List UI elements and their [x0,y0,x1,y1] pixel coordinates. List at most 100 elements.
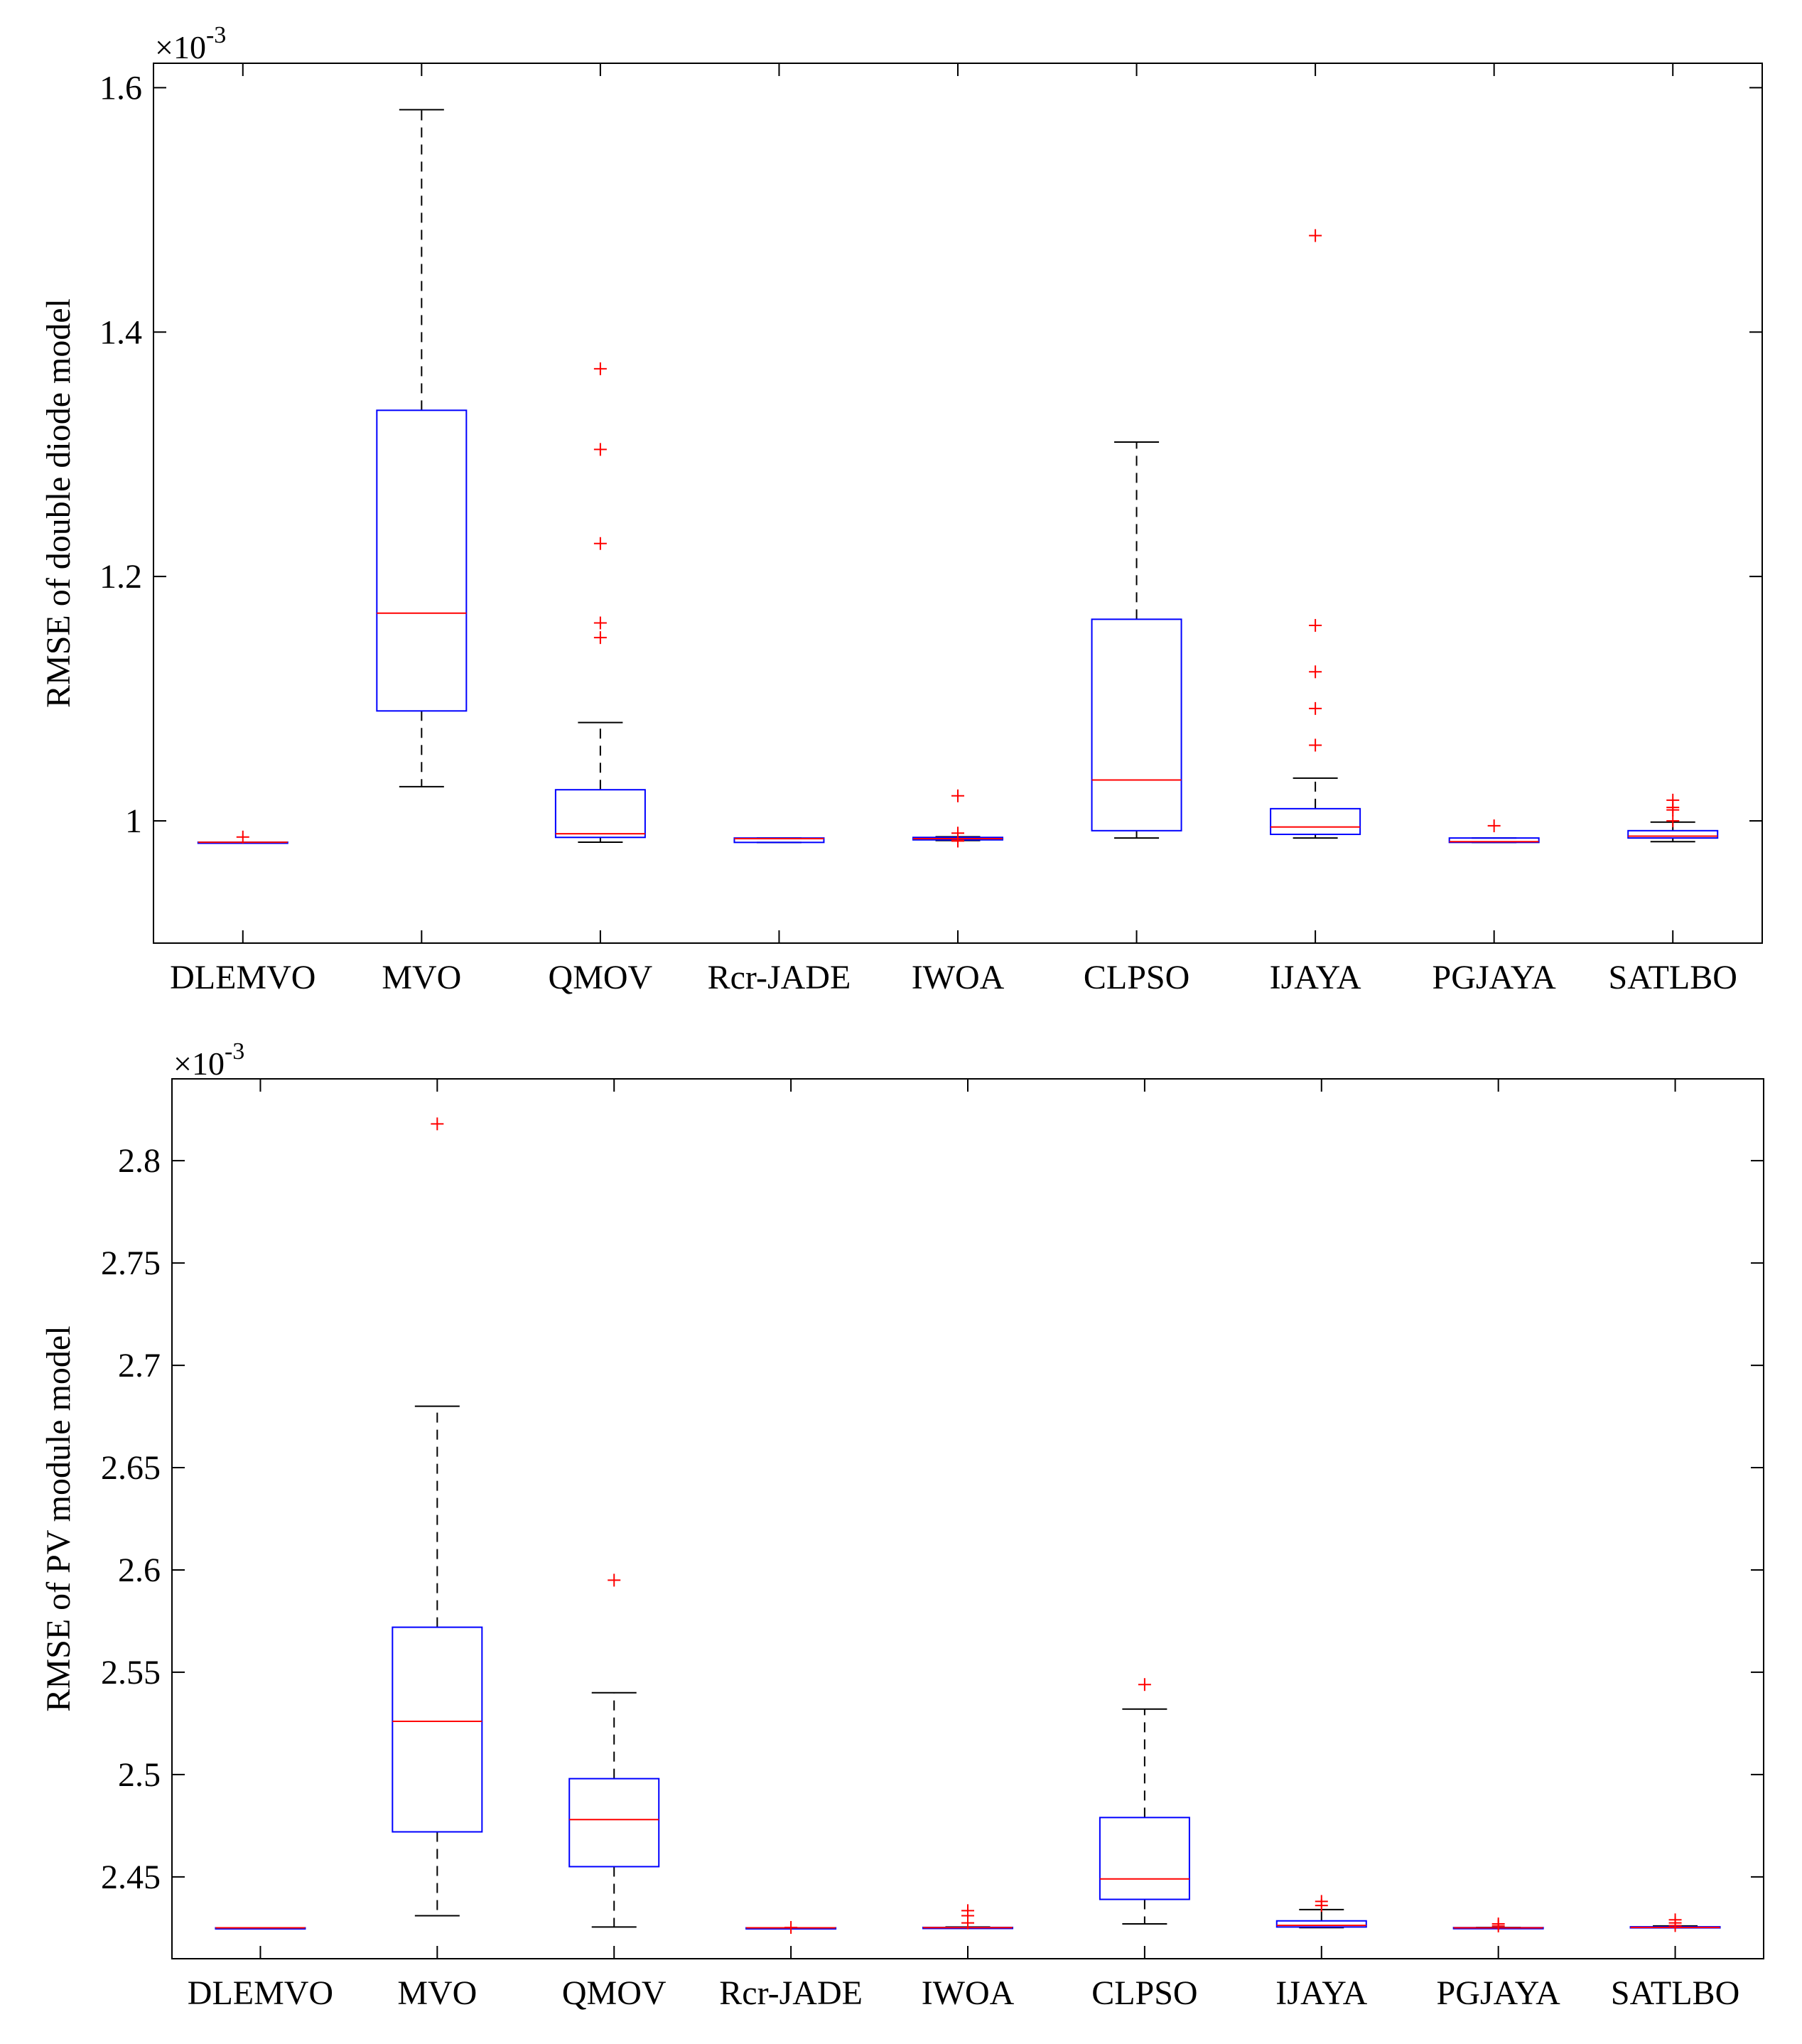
x-category-label: IWOA [922,1974,1015,2012]
y-tick-label: 2.8 [118,1142,161,1180]
outlier-point [1309,701,1322,715]
y-tick-label: 2.6 [118,1551,161,1589]
y-axis-ticks: 2.45 2.5 2.55 2.6 2.65 2.7 2.75 2.8 [101,1142,1764,1896]
iqr-box [1275,1920,1367,1928]
iqr-box [1270,807,1361,835]
y-tick-label: 2.7 [118,1347,161,1384]
y-tick-label: 2.55 [101,1654,161,1691]
box-clpso [1099,1678,1190,1925]
x-category-label: Rcr-JADE [708,959,851,996]
outlier-point [431,1117,444,1131]
x-category-label: Rcr-JADE [719,1974,863,2012]
x-category-label: QMOV [549,959,653,996]
outlier-point [1138,1678,1151,1691]
outlier-point [1315,1899,1328,1913]
x-category-label: MVO [382,959,461,996]
box-pgjaya [1448,819,1540,844]
outlier-point [236,830,249,844]
x-category-label: IJAYA [1275,1974,1367,2012]
outlier-point [1309,665,1322,679]
outlier-point [593,616,607,630]
box-rcr-jade [733,837,825,844]
x-category-label: SATLBO [1609,959,1737,996]
x-category-label: CLPSO [1084,959,1189,996]
box-series [197,109,1719,848]
box-dlemvo [215,1927,306,1930]
y-tick-label: 1.2 [99,558,142,596]
outlier-point [593,537,607,550]
x-category-label: IWOA [912,959,1005,996]
outlier-point [593,443,607,456]
exponent-base: ×10 [173,1045,225,1082]
box-qmov [554,362,646,843]
box-iwoa [912,789,1003,848]
exponent-power: -3 [225,1038,244,1065]
outlier-point [1309,229,1322,242]
outlier-point [593,362,607,375]
exponent-power: -3 [206,22,226,48]
box-pgjaya [1452,1917,1544,1932]
plot-area-frame [171,1078,1764,1959]
box-iwoa [922,1904,1013,1930]
y-tick-label: 2.65 [101,1449,161,1487]
x-category-label: PGJAYA [1433,959,1557,996]
box-dlemvo [197,830,288,844]
iqr-box [1091,618,1182,832]
box-series [215,1117,1721,1934]
y-tick-label: 2.45 [101,1859,161,1896]
y-exponent-label: ×10-3 [155,22,226,65]
outlier-point [1309,738,1322,752]
x-category-label: DLEMVO [188,1974,333,2012]
outlier-point [1668,1919,1682,1932]
double-diode-boxplot: 1 1.2 1.4 1.6 DLEMVO MVO QMOV Rcr-JADE IWOA CLPS… [40,22,1763,996]
exponent-base: ×10 [155,29,206,65]
y-axis-title: RMSE of double diode model [40,298,77,708]
box-satlbo [1629,1913,1721,1932]
y-tick-label: 1.4 [99,313,142,351]
x-category-label: QMOV [562,1974,667,2012]
outlier-point [961,1916,974,1930]
iqr-box [1099,1817,1190,1900]
box-qmov [568,1574,660,1928]
iqr-box [1448,837,1540,844]
x-category-label: IJAYA [1270,959,1361,996]
x-category-label: MVO [397,1974,477,2012]
outlier-point [608,1574,621,1587]
box-satlbo [1627,793,1719,843]
y-exponent-label: ×10-3 [173,1038,244,1082]
outlier-point [951,789,964,802]
pv-module-boxplot: 2.45 2.5 2.55 2.6 2.65 2.7 2.75 2.8 DLEMVO MVO QM… [40,1038,1764,2012]
box-rcr-jade [745,1920,837,1934]
x-category-label: SATLBO [1611,1974,1739,2012]
outlier-point [593,631,607,645]
outlier-point [784,1920,798,1934]
x-axis-category-labels: DLEMVO MVO QMOV Rcr-JADE IWOA CLPSO IJAYA PGJAY… [188,1079,1739,2012]
box-mvo [392,1117,483,1917]
x-category-label: DLEMVO [170,959,315,996]
outlier-point [1666,803,1680,817]
box-ijaya [1275,1895,1367,1929]
iqr-box [376,409,468,712]
outlier-point [1491,1919,1505,1932]
x-category-label: CLPSO [1091,1974,1197,2012]
x-axis-category-labels: DLEMVO MVO QMOV Rcr-JADE IWOA CLPSO IJAYA PGJAY… [170,63,1737,996]
y-tick-label: 1 [125,802,142,840]
box-clpso [1091,441,1182,839]
y-tick-label: 2.75 [101,1244,161,1282]
outlier-point [1309,618,1322,632]
y-axis-ticks: 1 1.2 1.4 1.6 [99,69,1762,840]
iqr-box [1627,829,1719,839]
y-axis-title: RMSE of PV module model [40,1325,77,1711]
y-tick-label: 2.5 [118,1756,161,1794]
plot-area-frame [153,63,1763,944]
box-mvo [376,109,468,787]
iqr-box [568,1777,660,1868]
box-ijaya [1270,229,1361,839]
outlier-point [1487,819,1501,832]
x-category-label: PGJAYA [1437,1974,1561,2012]
outlier-point [1666,814,1680,828]
outlier-point [951,834,964,848]
iqr-box [554,789,646,839]
y-tick-label: 1.6 [99,69,142,107]
